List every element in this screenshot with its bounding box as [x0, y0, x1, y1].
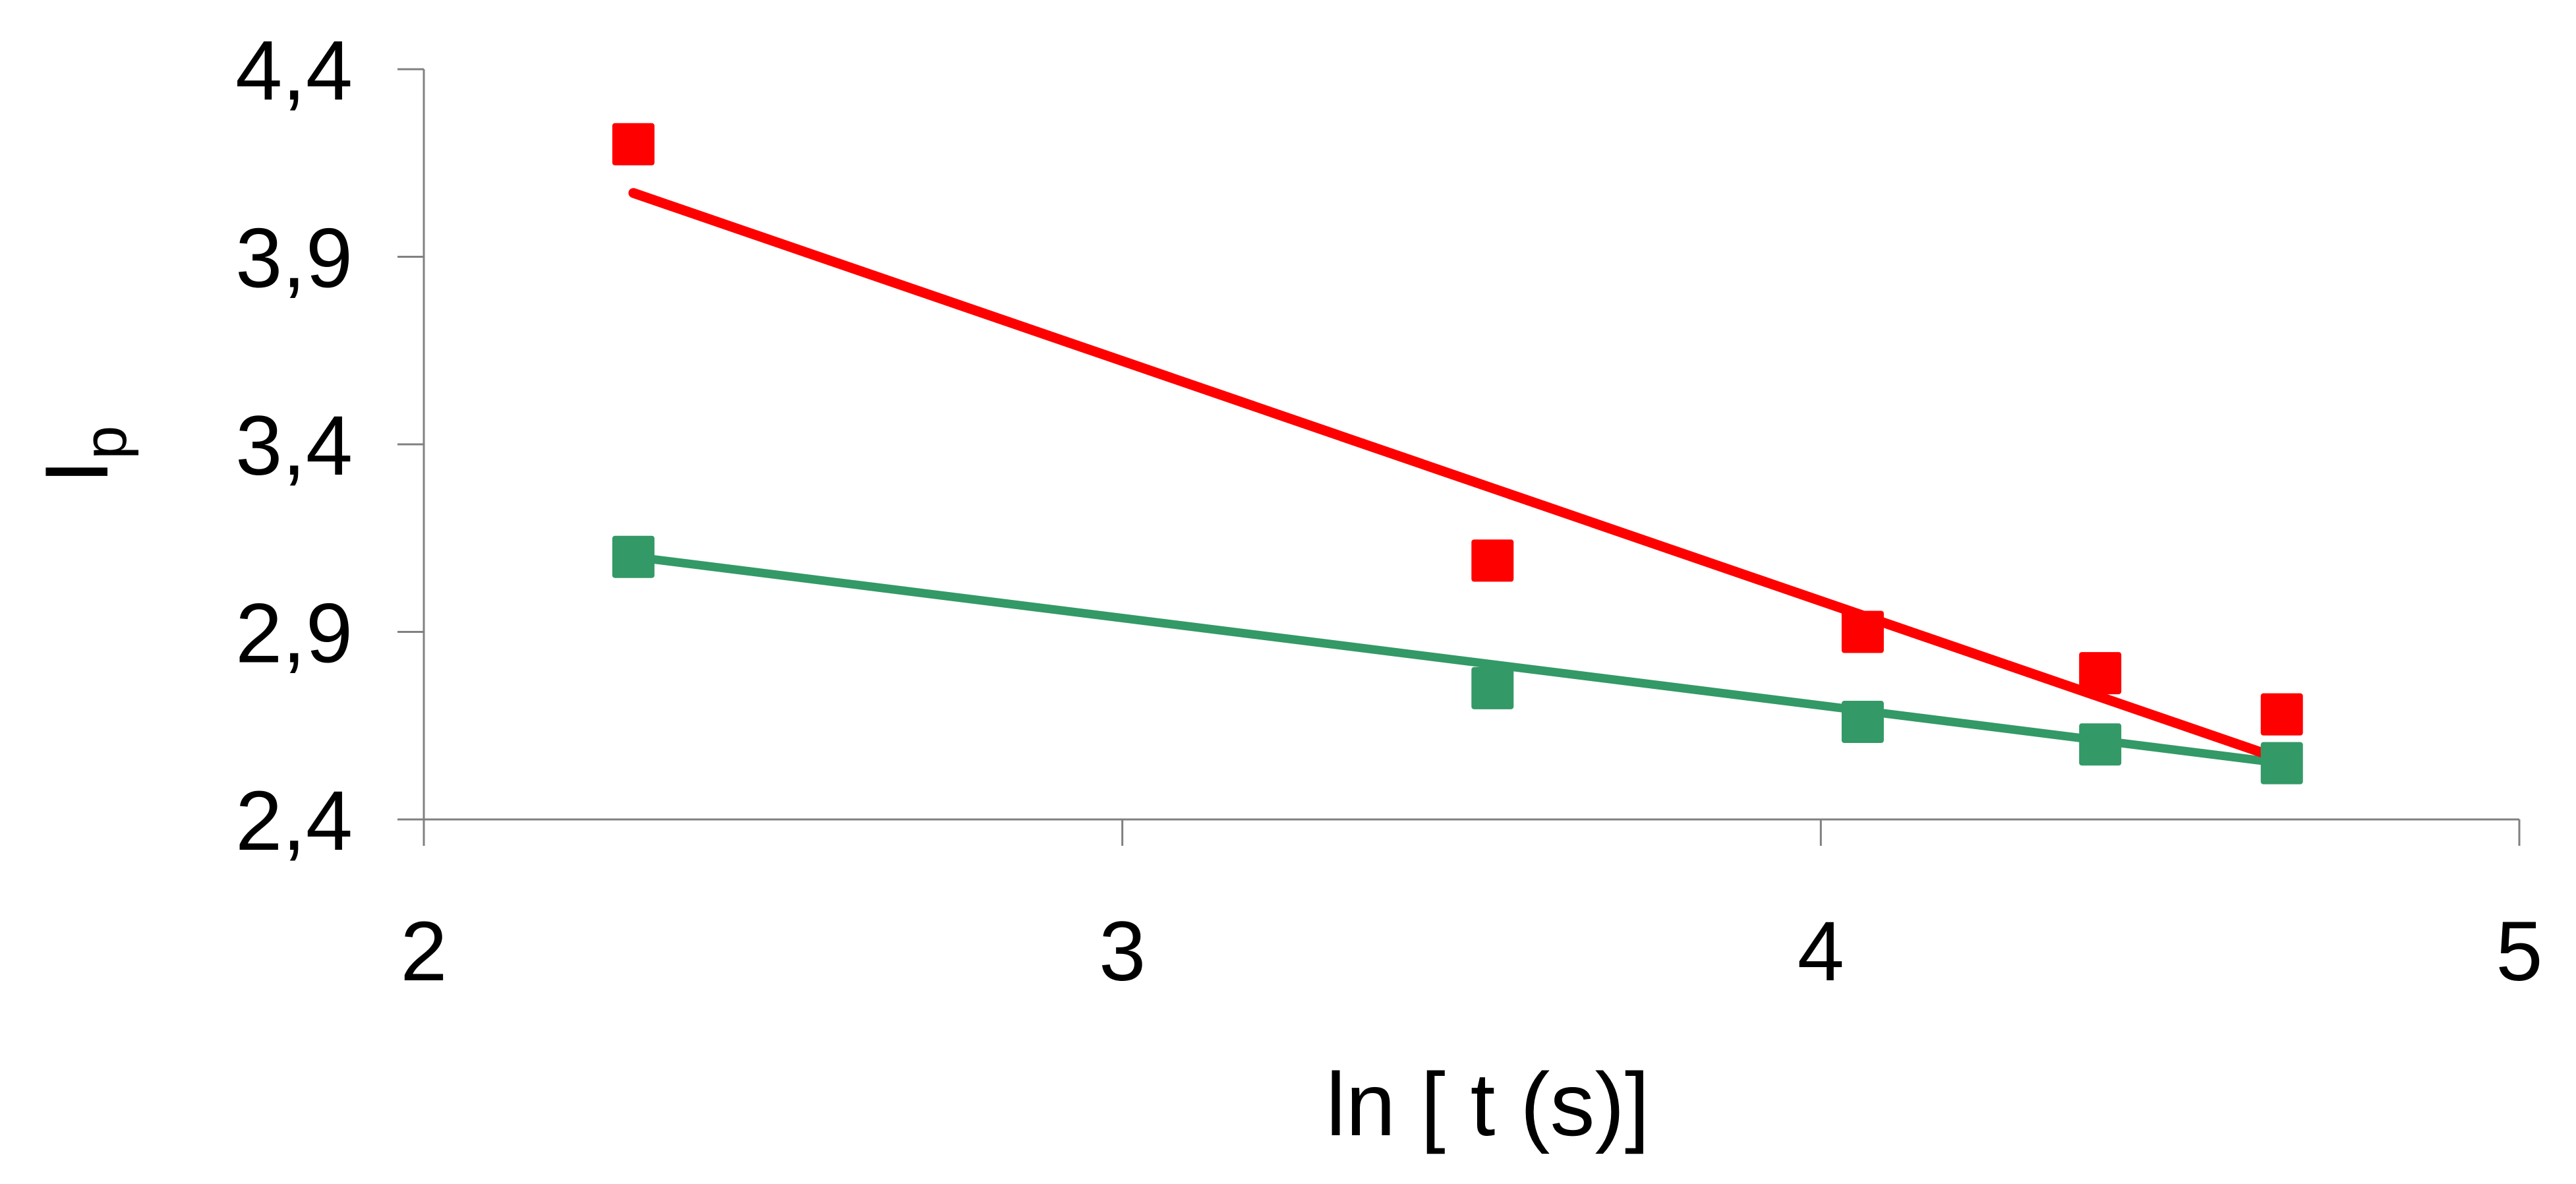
series-2-trendline — [629, 552, 2287, 768]
y-tick-label: 3,9 — [235, 212, 353, 306]
x-tick-label: 3 — [1099, 904, 1146, 999]
series-1-point — [1471, 539, 1514, 582]
series-2-point — [2079, 723, 2122, 766]
series-1-point — [2079, 652, 2122, 695]
y-tick-label: 2,9 — [235, 587, 353, 681]
y-tick-label: 2,4 — [235, 774, 353, 868]
x-tick-label: 4 — [1798, 904, 1844, 999]
markers — [612, 123, 2303, 784]
trendlines — [628, 188, 2287, 768]
y-tick-label: 3,4 — [235, 399, 353, 493]
series-1-point — [612, 123, 655, 165]
y-axis-title-main: I — [26, 459, 127, 485]
x-axis-title: ln [ t (s)] — [1326, 1054, 1649, 1154]
y-axis-title-sub: p — [72, 426, 139, 459]
x-tick-label: 5 — [2496, 904, 2542, 999]
series-2-point — [1471, 666, 1514, 709]
y-tick-label: 4,4 — [235, 24, 353, 118]
x-tick-label: 2 — [400, 904, 447, 999]
x-ticks: 2 3 4 5 — [400, 819, 2543, 999]
series-2-point — [612, 535, 655, 578]
y-ticks: 2,4 2,9 3,4 3,9 4,4 — [235, 24, 424, 868]
series-1-point — [2260, 693, 2303, 736]
series-1-trendline — [628, 188, 2287, 765]
y-axis-title: Ip — [26, 426, 139, 485]
series-2-point — [2260, 742, 2303, 784]
series-1-point — [1841, 610, 1884, 653]
series-2-point — [1841, 701, 1884, 744]
